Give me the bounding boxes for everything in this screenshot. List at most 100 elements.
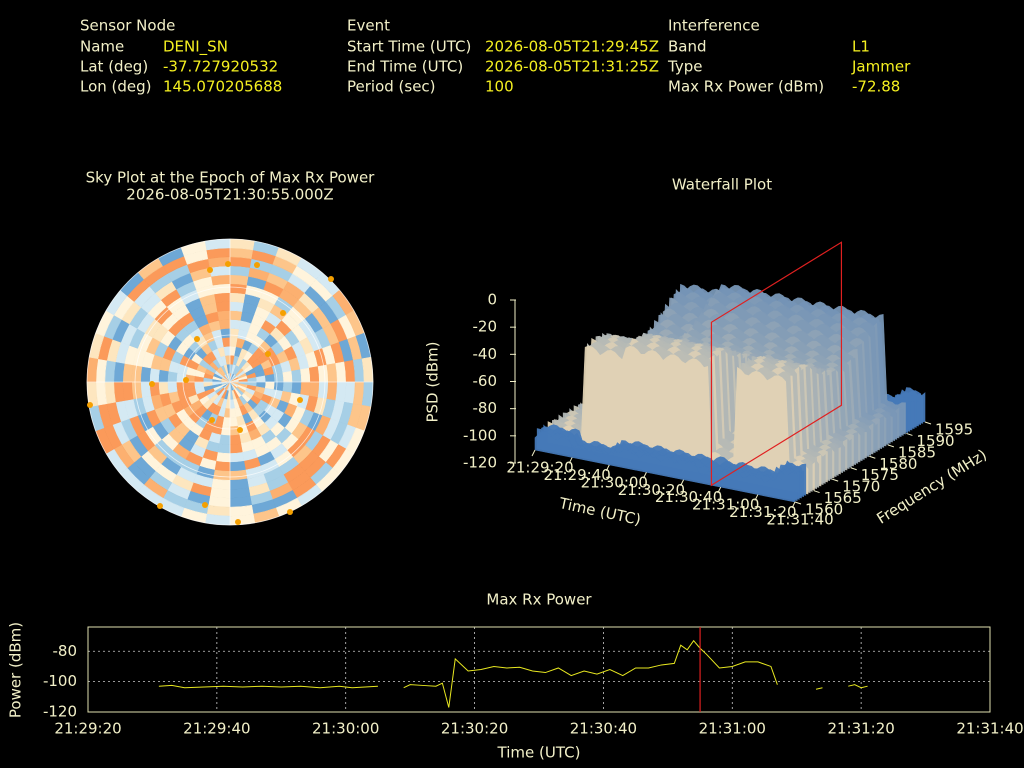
sky-cell: [217, 443, 231, 454]
sky-cell: [229, 469, 248, 481]
field-value: L1: [852, 38, 870, 56]
sky-cell: [282, 370, 293, 383]
z-axis-label: PSD (dBm): [424, 341, 442, 422]
sky-cell: [264, 373, 275, 383]
sky-cell: [122, 381, 134, 401]
sky-cell: [229, 487, 251, 499]
field-label: Max Rx Power (dBm): [668, 78, 824, 96]
surface-slice: [534, 431, 796, 503]
sky-cell: [122, 363, 134, 383]
sky-cell: [113, 381, 125, 403]
z-tick-label: -120: [463, 454, 497, 472]
sky-cell: [229, 434, 242, 445]
x-tick-label: 21:29:40: [183, 720, 250, 738]
sky-cell: [131, 381, 143, 400]
y-tick: [813, 490, 820, 494]
field-value: 100: [485, 78, 514, 96]
y-tick-label: -100: [43, 672, 77, 690]
y-tick: [794, 501, 802, 505]
sky-cell: [214, 292, 231, 304]
sky-cell: [291, 381, 302, 395]
field-label: Lat (deg): [80, 58, 148, 76]
sky-cell: [212, 469, 231, 481]
y-tick-label: 1560: [805, 501, 843, 519]
field-label: Type: [667, 58, 702, 76]
sky-cell: [326, 381, 338, 401]
field-label: Name: [80, 38, 124, 56]
sky-plot: [86, 238, 374, 526]
sky-cell: [140, 366, 152, 383]
power-line: [158, 639, 868, 708]
z-tick-label: -60: [473, 372, 498, 390]
sky-cell: [229, 301, 245, 312]
section-title: Event: [347, 17, 390, 35]
y-tick-label: 1595: [935, 421, 973, 439]
sky-cell: [217, 310, 231, 321]
x-tick-label: 21:29:20: [54, 720, 121, 738]
sky-cell: [291, 369, 302, 383]
y-axis-label: Power (dBm): [7, 622, 25, 718]
sky-cell: [211, 478, 231, 490]
x-tick: [605, 464, 610, 472]
field-label: Period (sec): [347, 78, 436, 96]
sky-cell: [229, 310, 243, 321]
z-tick-label: -80: [473, 399, 498, 417]
sky-cell: [317, 381, 329, 400]
sky-cell: [158, 369, 169, 383]
sky-cell: [229, 460, 246, 472]
sky-cell: [229, 274, 249, 286]
sky-cell: [308, 381, 320, 398]
sky-cell: [113, 361, 125, 383]
sky-cell: [308, 366, 320, 383]
y-tick-label: -120: [43, 703, 77, 721]
sky-cell: [300, 381, 311, 397]
y-tick: [906, 432, 913, 436]
y-tick: [831, 478, 839, 482]
satellite: [202, 502, 208, 508]
y-tick: [869, 455, 876, 459]
sky-cell: [167, 381, 178, 394]
satellite: [183, 377, 189, 383]
satellite: [237, 427, 243, 433]
chart-title: Max Rx Power: [486, 591, 592, 609]
x-tick: [568, 457, 573, 464]
sky-cell: [317, 364, 329, 383]
y-tick: [924, 421, 932, 425]
y-tick: [850, 467, 857, 471]
sky-cell: [326, 363, 338, 383]
y-tick-label: -80: [53, 642, 78, 660]
sky-cell: [273, 372, 284, 383]
x-tick-label: 21:30:40: [570, 720, 637, 738]
y-tick-label: 1580: [879, 455, 917, 473]
sky-cell: [229, 283, 248, 295]
y-tick-label: 1590: [916, 432, 954, 450]
x-tick-label: 21:31:40: [766, 511, 833, 529]
satellite: [280, 310, 286, 316]
sky-cell: [214, 460, 231, 472]
sky-cell: [282, 381, 293, 394]
x-tick-label: 21:30:00: [581, 473, 648, 491]
chart-title: Sky Plot at the Epoch of Max Rx Power: [86, 169, 376, 187]
surface-slice: [547, 345, 809, 495]
field-label: Band: [668, 38, 707, 56]
sky-cell: [185, 381, 196, 391]
satellite: [149, 381, 155, 387]
field-value: Jammer: [851, 58, 911, 76]
field-value: 2026-08-05T21:31:25Z: [485, 58, 659, 76]
sky-cell: [212, 283, 231, 295]
field-value: 145.070205688: [163, 78, 282, 96]
sky-cell: [215, 301, 231, 312]
sky-cell: [211, 274, 231, 286]
y-tick-label: 1575: [861, 466, 899, 484]
satellite: [225, 261, 231, 267]
sky-cell: [131, 364, 143, 383]
sky-cell: [209, 487, 231, 499]
sky-cell: [149, 367, 160, 383]
field-value: -37.727920532: [163, 58, 278, 76]
x-tick-label: 21:30:20: [618, 481, 685, 499]
x-tick: [791, 501, 796, 509]
satellite: [297, 397, 303, 403]
sky-cell: [229, 292, 246, 304]
sky-cell: [229, 265, 251, 277]
